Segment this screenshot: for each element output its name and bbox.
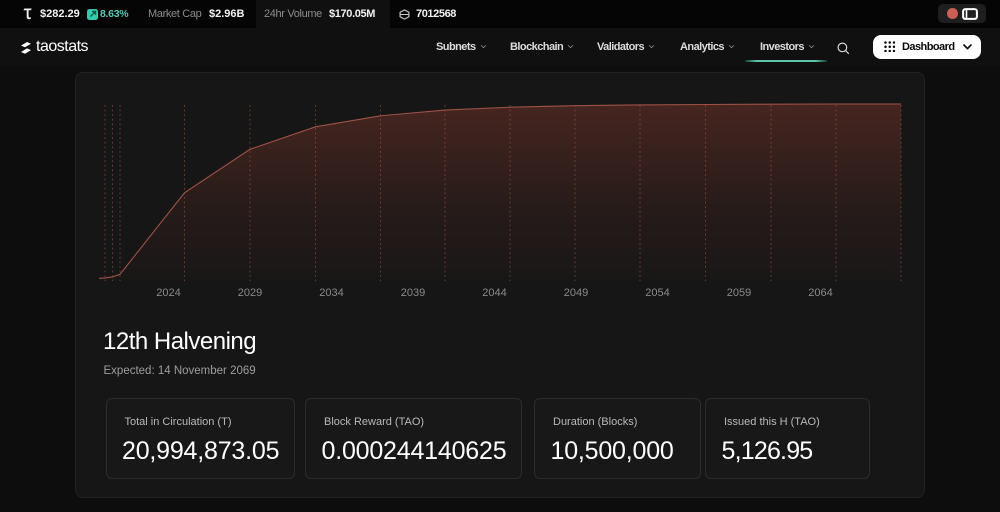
svg-text:2059: 2059 xyxy=(727,287,751,299)
svg-text:2024: 2024 xyxy=(156,287,180,299)
svg-text:2044: 2044 xyxy=(482,287,506,299)
svg-text:2054: 2054 xyxy=(645,287,669,299)
svg-text:2034: 2034 xyxy=(319,287,343,299)
svg-text:2029: 2029 xyxy=(238,287,262,299)
svg-text:2039: 2039 xyxy=(401,287,425,299)
svg-text:2064: 2064 xyxy=(808,287,832,299)
svg-text:2049: 2049 xyxy=(564,287,588,299)
